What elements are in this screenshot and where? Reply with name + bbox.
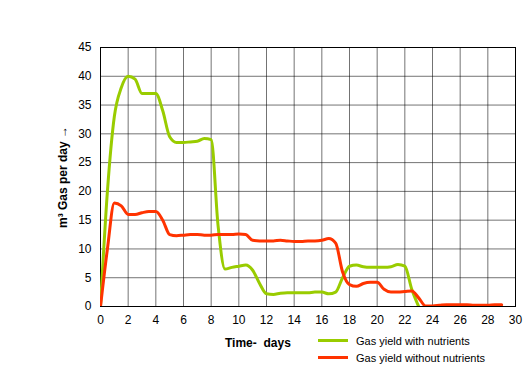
svg-text:0: 0 xyxy=(97,313,104,327)
svg-text:22: 22 xyxy=(398,313,412,327)
svg-text:35: 35 xyxy=(78,98,92,112)
svg-text:8: 8 xyxy=(208,313,215,327)
svg-text:12: 12 xyxy=(260,313,274,327)
svg-text:30: 30 xyxy=(509,313,523,327)
svg-text:18: 18 xyxy=(343,313,357,327)
svg-text:28: 28 xyxy=(481,313,495,327)
svg-text:10: 10 xyxy=(232,313,246,327)
svg-text:20: 20 xyxy=(370,313,384,327)
svg-text:26: 26 xyxy=(453,313,467,327)
html-text:Gas yield without nutrients: Gas yield without nutrients xyxy=(356,351,485,364)
svg-text:2: 2 xyxy=(125,313,132,327)
svg-text:16: 16 xyxy=(315,313,329,327)
html-text:Time- days: Time- days xyxy=(225,336,291,350)
svg-text:45: 45 xyxy=(78,40,92,54)
svg-text:6: 6 xyxy=(180,313,187,327)
svg-text:40: 40 xyxy=(78,69,92,83)
svg-text:25: 25 xyxy=(78,155,92,169)
svg-text:15: 15 xyxy=(78,213,92,227)
svg-text:4: 4 xyxy=(152,313,159,327)
svg-text:14: 14 xyxy=(287,313,301,327)
svg-text:0: 0 xyxy=(85,299,92,313)
svg-text:m³ Gas per day →: m³ Gas per day → xyxy=(56,126,70,228)
svg-text:30: 30 xyxy=(78,127,92,141)
svg-text:20: 20 xyxy=(78,184,92,198)
svg-text:5: 5 xyxy=(85,271,92,285)
svg-text:24: 24 xyxy=(426,313,440,327)
svg-text:10: 10 xyxy=(78,242,92,256)
html-text:Gas yield with nutrients: Gas yield with nutrients xyxy=(356,334,470,347)
